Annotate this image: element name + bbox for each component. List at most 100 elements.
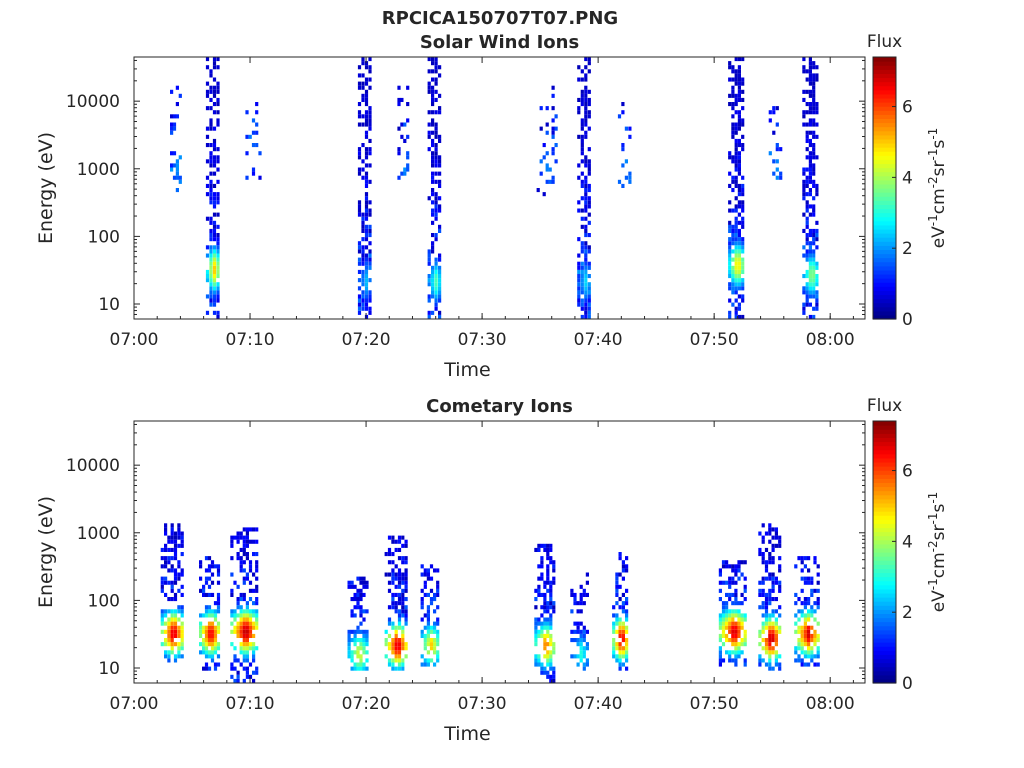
flux-cell xyxy=(580,69,584,74)
flux-cell xyxy=(731,93,735,98)
flux-cell xyxy=(431,290,435,295)
flux-cell xyxy=(362,584,366,589)
flux-cell xyxy=(394,633,398,638)
flux-cell xyxy=(728,617,732,622)
flux-cell xyxy=(433,609,437,614)
flux-cell xyxy=(248,539,253,544)
flux-cell xyxy=(213,638,218,643)
flux-cell xyxy=(802,196,806,201)
flux-cell xyxy=(431,245,435,250)
flux-cell xyxy=(364,97,369,102)
flux-cell xyxy=(810,576,814,581)
flux-cell xyxy=(365,650,369,655)
flux-cell xyxy=(245,621,249,626)
flux-cell xyxy=(540,556,544,561)
flux-cell xyxy=(802,171,806,176)
flux-cell xyxy=(718,633,722,638)
flux-cell xyxy=(612,642,616,647)
flux-cell xyxy=(245,572,249,577)
flux-cell xyxy=(808,257,812,262)
flux-cell xyxy=(771,584,775,589)
flux-cell xyxy=(768,588,772,593)
flux-cell xyxy=(761,535,765,540)
flux-cell xyxy=(368,77,372,82)
flux-cell xyxy=(761,552,765,557)
flux-cell xyxy=(728,249,732,254)
flux-cell xyxy=(364,290,369,295)
flux-cell xyxy=(216,253,220,258)
flux-cell xyxy=(401,588,405,593)
flux-cell xyxy=(734,241,738,246)
flux-cell xyxy=(233,646,237,651)
flux-cell xyxy=(406,163,410,168)
flux-cell xyxy=(587,69,591,74)
flux-cell xyxy=(812,81,816,86)
flux-cell xyxy=(242,621,246,626)
flux-cell xyxy=(368,200,372,205)
flux-cell xyxy=(248,674,253,679)
heatmap-cells xyxy=(170,57,819,319)
flux-cell xyxy=(734,621,738,626)
flux-cell xyxy=(761,592,765,597)
flux-cell xyxy=(542,143,546,148)
flux-cell xyxy=(173,654,178,659)
flux-cell xyxy=(758,658,762,663)
flux-cell xyxy=(167,638,171,643)
flux-cell xyxy=(212,183,217,188)
flux-cell xyxy=(251,143,256,148)
flux-cell xyxy=(728,257,732,262)
colorbar-step xyxy=(873,556,896,561)
flux-cell xyxy=(350,609,354,614)
flux-cell xyxy=(368,114,372,119)
flux-cell xyxy=(361,282,365,287)
flux-cell xyxy=(810,613,814,618)
flux-cell xyxy=(252,601,256,606)
flux-cell xyxy=(207,638,212,643)
flux-cell xyxy=(812,204,816,209)
flux-cell xyxy=(577,208,581,213)
flux-cell xyxy=(207,613,212,618)
flux-cell xyxy=(207,568,212,573)
flux-cell xyxy=(164,629,168,634)
flux-cell xyxy=(255,130,259,135)
flux-cell xyxy=(764,601,769,606)
flux-cell xyxy=(204,654,209,659)
flux-cell xyxy=(245,110,249,115)
flux-cell xyxy=(580,147,584,152)
flux-cell xyxy=(728,314,732,319)
flux-cell xyxy=(808,228,812,233)
flux-cell xyxy=(734,216,738,221)
flux-cell xyxy=(252,621,256,626)
flux-cell xyxy=(625,564,629,569)
flux-cell xyxy=(397,625,402,630)
flux-cell xyxy=(364,253,369,258)
flux-cell xyxy=(734,163,738,168)
flux-cell xyxy=(764,605,769,610)
flux-cell xyxy=(433,568,437,573)
flux-cell xyxy=(554,143,558,148)
flux-cell xyxy=(204,613,209,618)
flux-cell xyxy=(209,163,213,168)
flux-cell xyxy=(808,278,812,283)
colorbar-step xyxy=(873,523,896,529)
flux-cell xyxy=(403,122,407,127)
flux-cell xyxy=(584,310,588,315)
colorbar-step xyxy=(873,302,896,308)
flux-cell xyxy=(368,57,372,62)
flux-cell xyxy=(431,294,435,299)
flux-cell xyxy=(394,629,398,634)
colorbar-step xyxy=(873,224,896,230)
flux-cell xyxy=(361,245,365,250)
flux-cell xyxy=(255,666,259,671)
colorbar-step xyxy=(873,674,896,680)
flux-cell xyxy=(546,625,550,630)
flux-cell xyxy=(252,625,256,630)
flux-cell xyxy=(160,588,164,593)
flux-cell xyxy=(621,650,625,655)
flux-cell xyxy=(549,560,553,565)
flux-cell xyxy=(209,298,213,303)
flux-cell xyxy=(584,77,588,82)
flux-cell xyxy=(728,274,732,279)
